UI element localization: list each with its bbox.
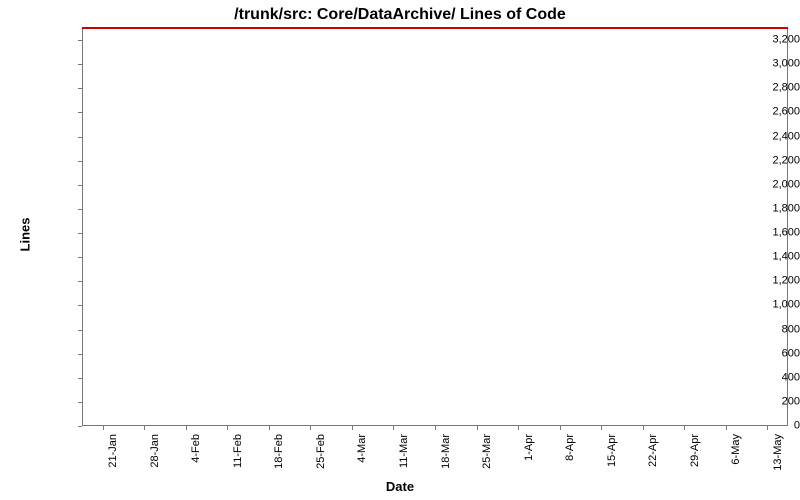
x-tick-label: 11-Feb xyxy=(233,434,244,468)
x-tick-label: 4-Feb xyxy=(191,434,202,463)
x-tick-mark xyxy=(144,426,145,430)
x-tick-mark xyxy=(186,426,187,430)
x-tick-label: 29-Apr xyxy=(690,434,701,467)
y-tick-label: 400 xyxy=(726,372,800,383)
y-tick-label: 1,800 xyxy=(726,203,800,214)
y-axis-label: Lines xyxy=(17,218,32,252)
x-tick-label: 15-Apr xyxy=(607,434,618,467)
x-tick-label: 6-May xyxy=(731,434,742,465)
x-tick-mark xyxy=(103,426,104,430)
x-tick-mark xyxy=(518,426,519,430)
x-tick-label: 25-Feb xyxy=(316,434,327,469)
y-tick-label: 1,200 xyxy=(726,276,800,287)
x-tick-mark xyxy=(477,426,478,430)
y-tick-label: 3,000 xyxy=(726,59,800,70)
y-tick-label: 3,200 xyxy=(726,35,800,46)
x-tick-label: 18-Feb xyxy=(274,434,285,469)
y-tick-mark xyxy=(78,64,82,65)
x-tick-label: 25-Mar xyxy=(482,434,493,469)
y-tick-label: 200 xyxy=(726,396,800,407)
y-tick-mark xyxy=(78,185,82,186)
y-tick-mark xyxy=(78,402,82,403)
y-tick-mark xyxy=(78,354,82,355)
x-tick-mark xyxy=(310,426,311,430)
x-tick-mark xyxy=(227,426,228,430)
x-tick-mark xyxy=(643,426,644,430)
y-tick-mark xyxy=(78,161,82,162)
y-tick-mark xyxy=(78,281,82,282)
x-tick-label: 11-Mar xyxy=(399,434,410,468)
x-tick-mark xyxy=(352,426,353,430)
x-tick-label: 8-Apr xyxy=(565,434,576,461)
chart-title: /trunk/src: Core/DataArchive/ Lines of C… xyxy=(0,6,800,24)
x-tick-label: 13-May xyxy=(773,434,784,471)
y-tick-label: 1,600 xyxy=(726,228,800,239)
x-tick-label: 4-Mar xyxy=(357,434,368,463)
x-tick-mark xyxy=(767,426,768,430)
y-tick-label: 2,600 xyxy=(726,107,800,118)
x-tick-label: 28-Jan xyxy=(150,434,161,468)
y-tick-mark xyxy=(78,305,82,306)
y-tick-label: 0 xyxy=(726,421,800,432)
y-tick-mark xyxy=(78,426,82,427)
x-axis-label: Date xyxy=(0,479,800,494)
x-tick-mark xyxy=(393,426,394,430)
x-tick-mark xyxy=(560,426,561,430)
y-tick-mark xyxy=(78,209,82,210)
x-tick-mark xyxy=(601,426,602,430)
x-tick-mark xyxy=(684,426,685,430)
y-tick-label: 2,200 xyxy=(726,155,800,166)
x-tick-mark xyxy=(435,426,436,430)
y-tick-label: 2,000 xyxy=(726,179,800,190)
y-tick-label: 1,000 xyxy=(726,300,800,311)
x-tick-mark xyxy=(726,426,727,430)
y-tick-mark xyxy=(78,88,82,89)
data-series-line xyxy=(82,27,788,29)
y-tick-mark xyxy=(78,40,82,41)
y-tick-label: 600 xyxy=(726,348,800,359)
x-tick-label: 1-Apr xyxy=(524,434,535,461)
y-tick-label: 800 xyxy=(726,324,800,335)
x-tick-label: 21-Jan xyxy=(108,434,119,468)
y-tick-mark xyxy=(78,137,82,138)
y-tick-label: 2,800 xyxy=(726,83,800,94)
plot-area xyxy=(82,28,788,426)
y-tick-mark xyxy=(78,233,82,234)
x-tick-label: 18-Mar xyxy=(441,434,452,469)
x-tick-label: 22-Apr xyxy=(648,434,659,467)
y-tick-mark xyxy=(78,257,82,258)
y-tick-mark xyxy=(78,330,82,331)
y-tick-mark xyxy=(78,378,82,379)
y-tick-label: 1,400 xyxy=(726,252,800,263)
x-tick-mark xyxy=(269,426,270,430)
y-tick-label: 2,400 xyxy=(726,131,800,142)
y-tick-mark xyxy=(78,112,82,113)
